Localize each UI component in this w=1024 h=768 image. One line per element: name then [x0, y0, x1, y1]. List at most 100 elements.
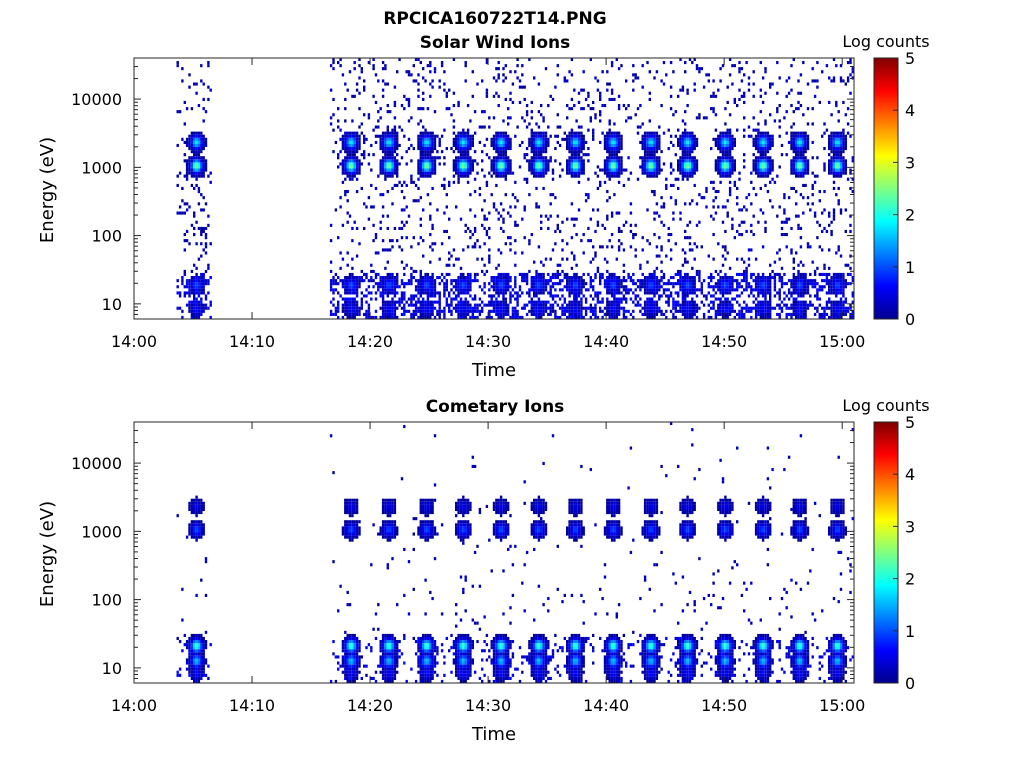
spectrogram-cell — [573, 285, 576, 289]
spectrogram-cell — [766, 150, 770, 154]
spectrogram-cell — [381, 162, 385, 166]
spectrogram-cell — [207, 61, 210, 65]
spectrogram-cell — [455, 156, 458, 160]
spectrogram-cell — [651, 134, 654, 138]
spectrogram-cell — [452, 159, 456, 163]
spectrogram-cell — [462, 312, 465, 316]
spectrogram-cell — [542, 147, 545, 151]
spectrogram-cell — [410, 300, 413, 304]
spectrogram-cell — [684, 257, 687, 261]
spectrogram-cell — [178, 211, 182, 215]
spectrogram-cell — [759, 174, 762, 178]
spectrogram-cell — [780, 266, 784, 270]
spectrogram-cell — [757, 285, 760, 289]
spectrogram-cell — [185, 171, 189, 175]
spectrogram-cell — [655, 156, 659, 160]
spectrogram-cell — [613, 272, 616, 276]
spectrogram-cell — [662, 202, 666, 206]
spectrogram-cell — [414, 309, 418, 313]
spectrogram-cell — [381, 248, 385, 252]
spectrogram-cell — [400, 104, 404, 108]
spectrogram-cell — [797, 131, 800, 135]
spectrogram-cell — [778, 76, 781, 80]
spectrogram-cell — [377, 272, 380, 276]
spectrogram-cell — [193, 168, 196, 172]
spectrogram-cell — [606, 279, 609, 283]
spectrogram-cell — [351, 303, 354, 307]
spectrogram-cell — [695, 137, 699, 141]
spectrogram-cell — [641, 85, 644, 89]
spectrogram-cell — [185, 137, 189, 141]
spectrogram-cell — [436, 312, 439, 316]
spectrogram-cell — [344, 162, 347, 166]
spectrogram-cell — [681, 150, 685, 154]
spectrogram-cell — [780, 226, 784, 230]
spectrogram-cell — [540, 220, 543, 224]
spectrogram-cell — [669, 294, 673, 298]
spectrogram-cell — [193, 282, 196, 286]
spectrogram-cell — [617, 143, 621, 147]
spectrogram-cell — [736, 128, 739, 132]
spectrogram-cell — [684, 276, 687, 280]
spectrogram-cell — [386, 137, 389, 141]
spectrogram-cell — [646, 143, 649, 147]
spectrogram-cell — [431, 291, 434, 295]
spectrogram-cell — [183, 202, 186, 206]
spectrogram-cell — [606, 165, 609, 169]
spectrogram-cell — [747, 257, 751, 261]
spectrogram-cell — [577, 131, 581, 135]
spectrogram-cell — [424, 156, 427, 160]
spectrogram-cell — [617, 211, 621, 215]
spectrogram-cell — [613, 279, 616, 283]
spectrogram-cell — [617, 229, 621, 233]
spectrogram-cell — [464, 162, 467, 166]
spectrogram-cell — [757, 165, 760, 169]
spectrogram-cell — [193, 288, 196, 292]
spectrogram-cell — [511, 288, 515, 292]
spectrogram-cell — [365, 312, 368, 316]
spectrogram-cell — [658, 214, 661, 218]
spectrogram-cell — [653, 168, 656, 172]
spectrogram-cell — [759, 171, 762, 175]
spectrogram-cell — [478, 303, 482, 307]
spectrogram-cell — [679, 137, 682, 141]
spectrogram-cell — [617, 171, 621, 175]
spectrogram-cell — [688, 300, 692, 304]
spectrogram-cell — [379, 294, 382, 298]
spectrogram-cell — [417, 94, 420, 98]
spectrogram-cell — [568, 107, 571, 111]
spectrogram-cell — [426, 309, 430, 313]
spectrogram-cell — [792, 297, 795, 301]
spectrogram-cell — [422, 288, 425, 292]
spectrogram-cell — [617, 131, 621, 135]
spectrogram-cell — [634, 73, 637, 77]
spectrogram-cell — [417, 285, 420, 289]
spectrogram-cell — [677, 143, 680, 147]
spectrogram-cell — [769, 147, 772, 151]
spectrogram-cell — [556, 263, 559, 267]
spectrogram-cell — [717, 134, 720, 138]
spectrogram-cell — [580, 159, 583, 163]
spectrogram-cell — [759, 137, 762, 141]
spectrogram-cell — [724, 137, 727, 141]
spectrogram-cell — [658, 309, 661, 313]
spectrogram-cell — [802, 279, 805, 283]
spectrogram-cell — [400, 226, 404, 230]
spectrogram-cell — [693, 134, 696, 138]
spectrogram-cell — [719, 282, 722, 286]
spectrogram-cell — [204, 245, 208, 249]
spectrogram-cell — [594, 116, 597, 120]
spectrogram-cell — [625, 220, 628, 224]
spectrogram-cell — [613, 97, 616, 101]
spectrogram-cell — [662, 205, 666, 209]
spectrogram-cell — [773, 119, 777, 123]
spectrogram-cell — [596, 291, 600, 295]
spectrogram-cell — [495, 79, 498, 83]
spectrogram-cell — [757, 162, 760, 166]
spectrogram-cell — [346, 263, 349, 267]
spectrogram-cell — [381, 300, 385, 304]
spectrogram-cell — [792, 122, 795, 126]
spectrogram-cell — [514, 282, 517, 286]
spectrogram-cell — [422, 165, 425, 169]
spectrogram-cell — [178, 294, 182, 298]
